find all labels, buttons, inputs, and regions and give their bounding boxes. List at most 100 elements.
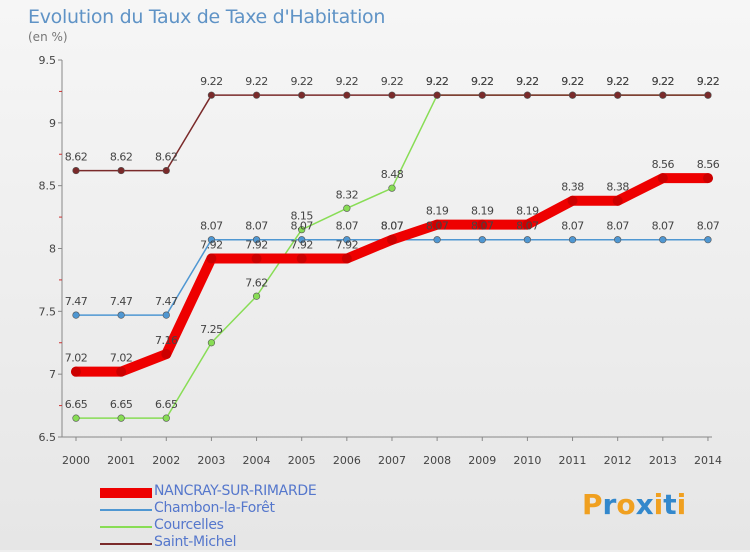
- data-label: 6.65: [65, 398, 88, 411]
- data-label: 7.47: [155, 295, 178, 308]
- data-point: [702, 173, 713, 184]
- data-label: 9.22: [336, 75, 359, 88]
- legend-swatch: [100, 509, 152, 511]
- logo-letter: t: [663, 488, 677, 521]
- series-line: [75, 94, 709, 419]
- data-point: [298, 226, 306, 234]
- data-label: 7.62: [245, 276, 268, 289]
- legend-label: Saint-Michel: [154, 534, 237, 550]
- data-point: [207, 91, 216, 99]
- data-point: [343, 236, 351, 244]
- x-tick-label: 2010: [513, 454, 541, 467]
- y-tick-label: 7: [49, 368, 56, 381]
- x-tick-label: 2012: [604, 454, 632, 467]
- data-label: 8.38: [606, 181, 629, 194]
- data-label: 7.47: [110, 295, 133, 308]
- data-label: 9.22: [652, 75, 675, 88]
- logo-letter: o: [616, 488, 636, 521]
- x-tick-label: 2002: [152, 454, 180, 467]
- data-label: 8.07: [606, 220, 629, 233]
- data-label: 8.07: [200, 220, 223, 233]
- data-point: [296, 253, 307, 264]
- data-point: [207, 339, 216, 347]
- data-label: 6.65: [110, 398, 133, 411]
- y-tick-label: 7.5: [39, 305, 57, 318]
- data-point: [704, 91, 712, 99]
- x-tick-label: 2004: [243, 454, 271, 467]
- data-label: 9.22: [200, 75, 223, 88]
- data-label: 8.38: [561, 181, 584, 194]
- data-point: [614, 236, 622, 244]
- data-label: 8.07: [245, 220, 268, 233]
- legend-swatch: [100, 543, 152, 545]
- data-point: [72, 311, 80, 319]
- logo-letter: x: [635, 488, 654, 521]
- data-point: [568, 91, 577, 99]
- logo-letter: r: [602, 488, 617, 521]
- data-point: [478, 236, 486, 244]
- data-label: 8.19: [516, 205, 539, 218]
- x-tick-label: 2005: [288, 454, 316, 467]
- data-label: 9.22: [697, 75, 720, 88]
- legend-label: NANCRAY-SUR-RIMARDE: [154, 483, 317, 499]
- data-label: 7.02: [65, 352, 88, 365]
- proxiti-logo: Proxiti: [582, 488, 686, 521]
- data-label: 8.07: [426, 220, 449, 233]
- data-point: [252, 236, 261, 244]
- data-label: 8.07: [381, 220, 404, 233]
- data-label: 7.92: [200, 239, 223, 252]
- data-label: 8.19: [426, 205, 449, 218]
- data-point: [477, 219, 488, 230]
- data-label: 8.56: [697, 158, 720, 171]
- x-tick-label: 2008: [423, 454, 451, 467]
- data-point: [478, 91, 486, 99]
- data-label: 9.22: [652, 75, 675, 88]
- data-label: 9.22: [561, 75, 584, 88]
- x-tick-label: 2009: [468, 454, 496, 467]
- x-tick-label: 2006: [333, 454, 361, 467]
- data-point: [162, 414, 170, 422]
- data-label: 8.62: [155, 151, 178, 164]
- x-tick-label: 2007: [378, 454, 406, 467]
- data-point: [388, 184, 396, 192]
- data-point: [162, 166, 170, 175]
- data-point: [523, 91, 532, 99]
- data-label: 8.07: [381, 220, 404, 233]
- data-label: 8.62: [110, 151, 133, 164]
- data-point: [522, 219, 533, 230]
- data-label: 9.22: [471, 75, 494, 88]
- x-tick-label: 2014: [694, 454, 722, 467]
- data-point: [567, 195, 578, 206]
- chart-title: Evolution du Taux de Taxe d'Habitation: [28, 6, 386, 28]
- logo-letter: i: [676, 488, 687, 521]
- data-label: 7.92: [245, 239, 268, 252]
- data-point: [72, 166, 80, 175]
- data-point: [252, 91, 261, 99]
- data-point: [298, 91, 306, 99]
- data-point: [614, 91, 622, 99]
- data-label: 8.32: [336, 188, 359, 201]
- data-point: [341, 253, 352, 264]
- chart-unit: (en %): [28, 30, 68, 44]
- data-label: 8.19: [471, 205, 494, 218]
- data-label: 9.22: [471, 75, 494, 88]
- data-label: 7.25: [200, 323, 223, 336]
- legend-label: Chambon-la-Forêt: [154, 500, 275, 516]
- legend-swatch: [100, 488, 152, 498]
- data-point: [386, 234, 397, 245]
- legend-swatch: [100, 526, 152, 528]
- data-label: 8.07: [336, 220, 359, 233]
- data-point: [71, 366, 81, 377]
- data-label: 9.22: [426, 75, 449, 88]
- data-point: [704, 236, 712, 244]
- data-label: 9.22: [606, 75, 629, 88]
- data-point: [388, 91, 396, 99]
- data-point: [117, 311, 125, 319]
- data-label: 7.47: [65, 295, 88, 308]
- data-point: [432, 219, 443, 230]
- data-point: [433, 91, 441, 99]
- x-tick-label: 2013: [649, 454, 677, 467]
- data-label: 8.48: [381, 168, 404, 181]
- data-label: 9.22: [697, 75, 720, 88]
- data-label: 6.65: [155, 398, 178, 411]
